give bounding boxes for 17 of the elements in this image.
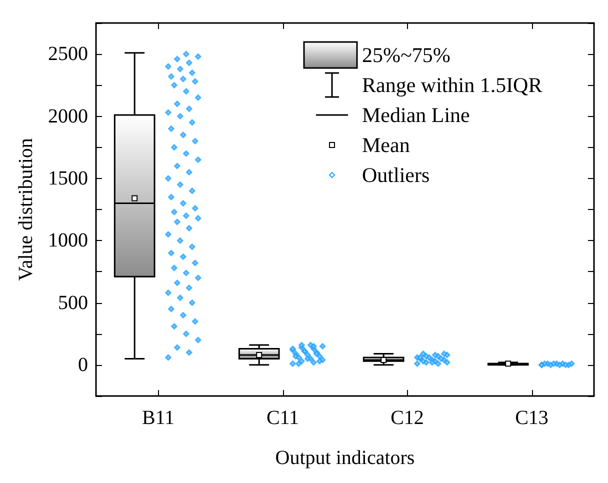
x-tick-label: B11: [142, 407, 175, 429]
y-tick-label: 1000: [48, 230, 88, 252]
annotation: Range within 1.5IQR: [362, 73, 542, 97]
x-axis-title: Output indicators: [275, 447, 415, 469]
x-tick-label: C13: [515, 407, 548, 429]
y-tick-label: 0: [78, 354, 88, 376]
annotation: Mean: [362, 133, 410, 157]
legend-label: Outliers: [362, 163, 430, 187]
annotation: Median Line: [362, 103, 470, 127]
legend-label: 25%~75%: [362, 43, 450, 67]
y-tick-label: 500: [58, 292, 88, 314]
y-tick-label: 2500: [48, 43, 88, 66]
y-axis-title: Value distribution: [15, 138, 37, 281]
x-tick-label: C11: [266, 407, 300, 429]
y-tick-label: 2000: [48, 105, 88, 128]
y-tick-label: 1500: [48, 167, 88, 190]
x-tick-label: C12: [390, 407, 424, 429]
